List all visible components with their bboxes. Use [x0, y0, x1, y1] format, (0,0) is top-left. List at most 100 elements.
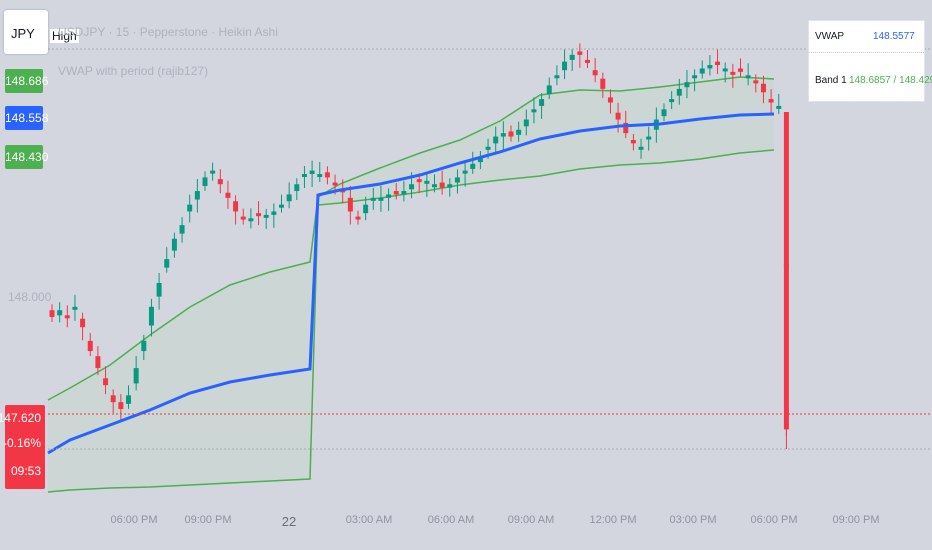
- candle-body: [363, 204, 369, 214]
- candles: [49, 43, 789, 449]
- candle-body: [263, 214, 269, 218]
- time-axis-label: 03:00 AM: [345, 514, 393, 526]
- candle-body: [393, 191, 399, 195]
- candle-body: [370, 197, 376, 201]
- candle-body: [217, 179, 223, 185]
- legend-band-label: Band 1: [815, 75, 847, 86]
- candle-body: [776, 105, 782, 109]
- time-axis-label: 12:00 PM: [589, 514, 637, 526]
- vwap-legend-box: VWAP 148.5577 Band 1 148.6857 / 148.4297: [808, 20, 932, 102]
- candle-body: [179, 225, 185, 234]
- candle-body: [126, 395, 131, 404]
- vwap-price-chip: 148.558: [5, 106, 48, 130]
- price-axis-label: 148.000: [8, 290, 52, 304]
- candle-body: [103, 378, 109, 386]
- candle-body: [279, 204, 284, 208]
- high-label: High: [50, 29, 79, 43]
- candle-body: [623, 122, 629, 134]
- chart-title[interactable]: USDJPY · 15 · Pepperstone · Heikin Ashi: [58, 25, 278, 39]
- candle-body: [72, 306, 78, 310]
- time-axis-label: 22: [281, 514, 297, 529]
- candle-body: [439, 182, 445, 188]
- time-axis-label: 03:00 PM: [669, 514, 717, 526]
- legend-band-lower: 148.4297: [899, 75, 932, 86]
- candle-body: [692, 75, 698, 79]
- candle-body: [156, 282, 162, 297]
- candle-body: [738, 68, 743, 72]
- candle-body: [240, 216, 246, 220]
- candle-body: [760, 83, 766, 93]
- last-candle-body: [783, 112, 789, 267]
- current-change: -0.16%: [2, 436, 41, 450]
- candle-body: [447, 184, 453, 188]
- candle-body: [531, 109, 537, 113]
- candle-body: [615, 112, 621, 120]
- candle-body: [592, 70, 598, 76]
- candle-body: [508, 131, 514, 137]
- candle-body: [676, 88, 682, 96]
- candle-body: [768, 99, 774, 103]
- candle-body: [332, 182, 338, 186]
- vwap-line: [47, 112, 775, 455]
- candle-body: [64, 315, 70, 319]
- candle-body: [432, 184, 437, 188]
- vwap-upper-band-line: [47, 76, 775, 401]
- candle-body: [470, 163, 476, 169]
- candle-body: [546, 85, 552, 94]
- symbol-chip[interactable]: JPY: [4, 10, 48, 54]
- candle-body: [225, 192, 231, 198]
- candle-body: [646, 136, 652, 140]
- candle-body: [171, 238, 177, 251]
- candle-body: [202, 177, 208, 186]
- candle-body: [753, 80, 759, 84]
- legend-band-separator: /: [890, 75, 900, 86]
- candle-body: [233, 201, 239, 212]
- candle-body: [248, 218, 254, 222]
- candle-body: [118, 402, 124, 409]
- candle-body: [256, 213, 262, 217]
- lower-band-price-chip: 148.430: [5, 145, 48, 169]
- legend-vwap-label: VWAP: [815, 31, 845, 42]
- time-axis-label: 06:00 PM: [110, 514, 158, 526]
- candle-body: [569, 54, 575, 60]
- candle-body: [730, 71, 736, 75]
- candle-body: [133, 368, 139, 384]
- candle-body: [409, 184, 415, 190]
- candle-body: [523, 119, 529, 127]
- candle-body: [355, 216, 361, 220]
- candle-body: [95, 356, 101, 369]
- candle-body: [539, 99, 545, 106]
- legend-separator: [809, 52, 924, 53]
- candle-body: [309, 170, 315, 175]
- candle-body: [661, 109, 667, 117]
- candle-body: [600, 78, 606, 89]
- candle-body: [347, 197, 353, 212]
- upper-band-price-chip: 148.686: [5, 69, 48, 93]
- candle-body: [607, 97, 613, 103]
- candle-body: [485, 146, 491, 150]
- candle-body: [416, 179, 422, 183]
- vwap-band-fill: [48, 77, 774, 492]
- candle-body: [317, 174, 323, 178]
- candle-body: [707, 65, 713, 69]
- candle-body: [401, 191, 407, 195]
- candle-body: [148, 306, 154, 326]
- candle-body: [210, 170, 216, 174]
- candle-body: [500, 133, 506, 137]
- legend-vwap-value: 148.5577: [873, 31, 915, 42]
- candle-body: [722, 68, 728, 72]
- candle-body: [87, 340, 93, 352]
- candle-body: [638, 146, 644, 150]
- indicator-title[interactable]: VWAP with period (rajib127): [58, 64, 209, 78]
- candle-body: [462, 170, 468, 174]
- candle-body: [585, 59, 590, 63]
- candle-body: [715, 61, 721, 66]
- time-axis-label: 09:00 AM: [507, 514, 555, 526]
- candle-body: [187, 204, 193, 212]
- candle-body: [80, 318, 86, 328]
- candle-body: [630, 139, 636, 144]
- candle-body: [454, 177, 460, 183]
- symbol-short-text: JPY: [11, 26, 35, 41]
- candle-body: [324, 172, 330, 178]
